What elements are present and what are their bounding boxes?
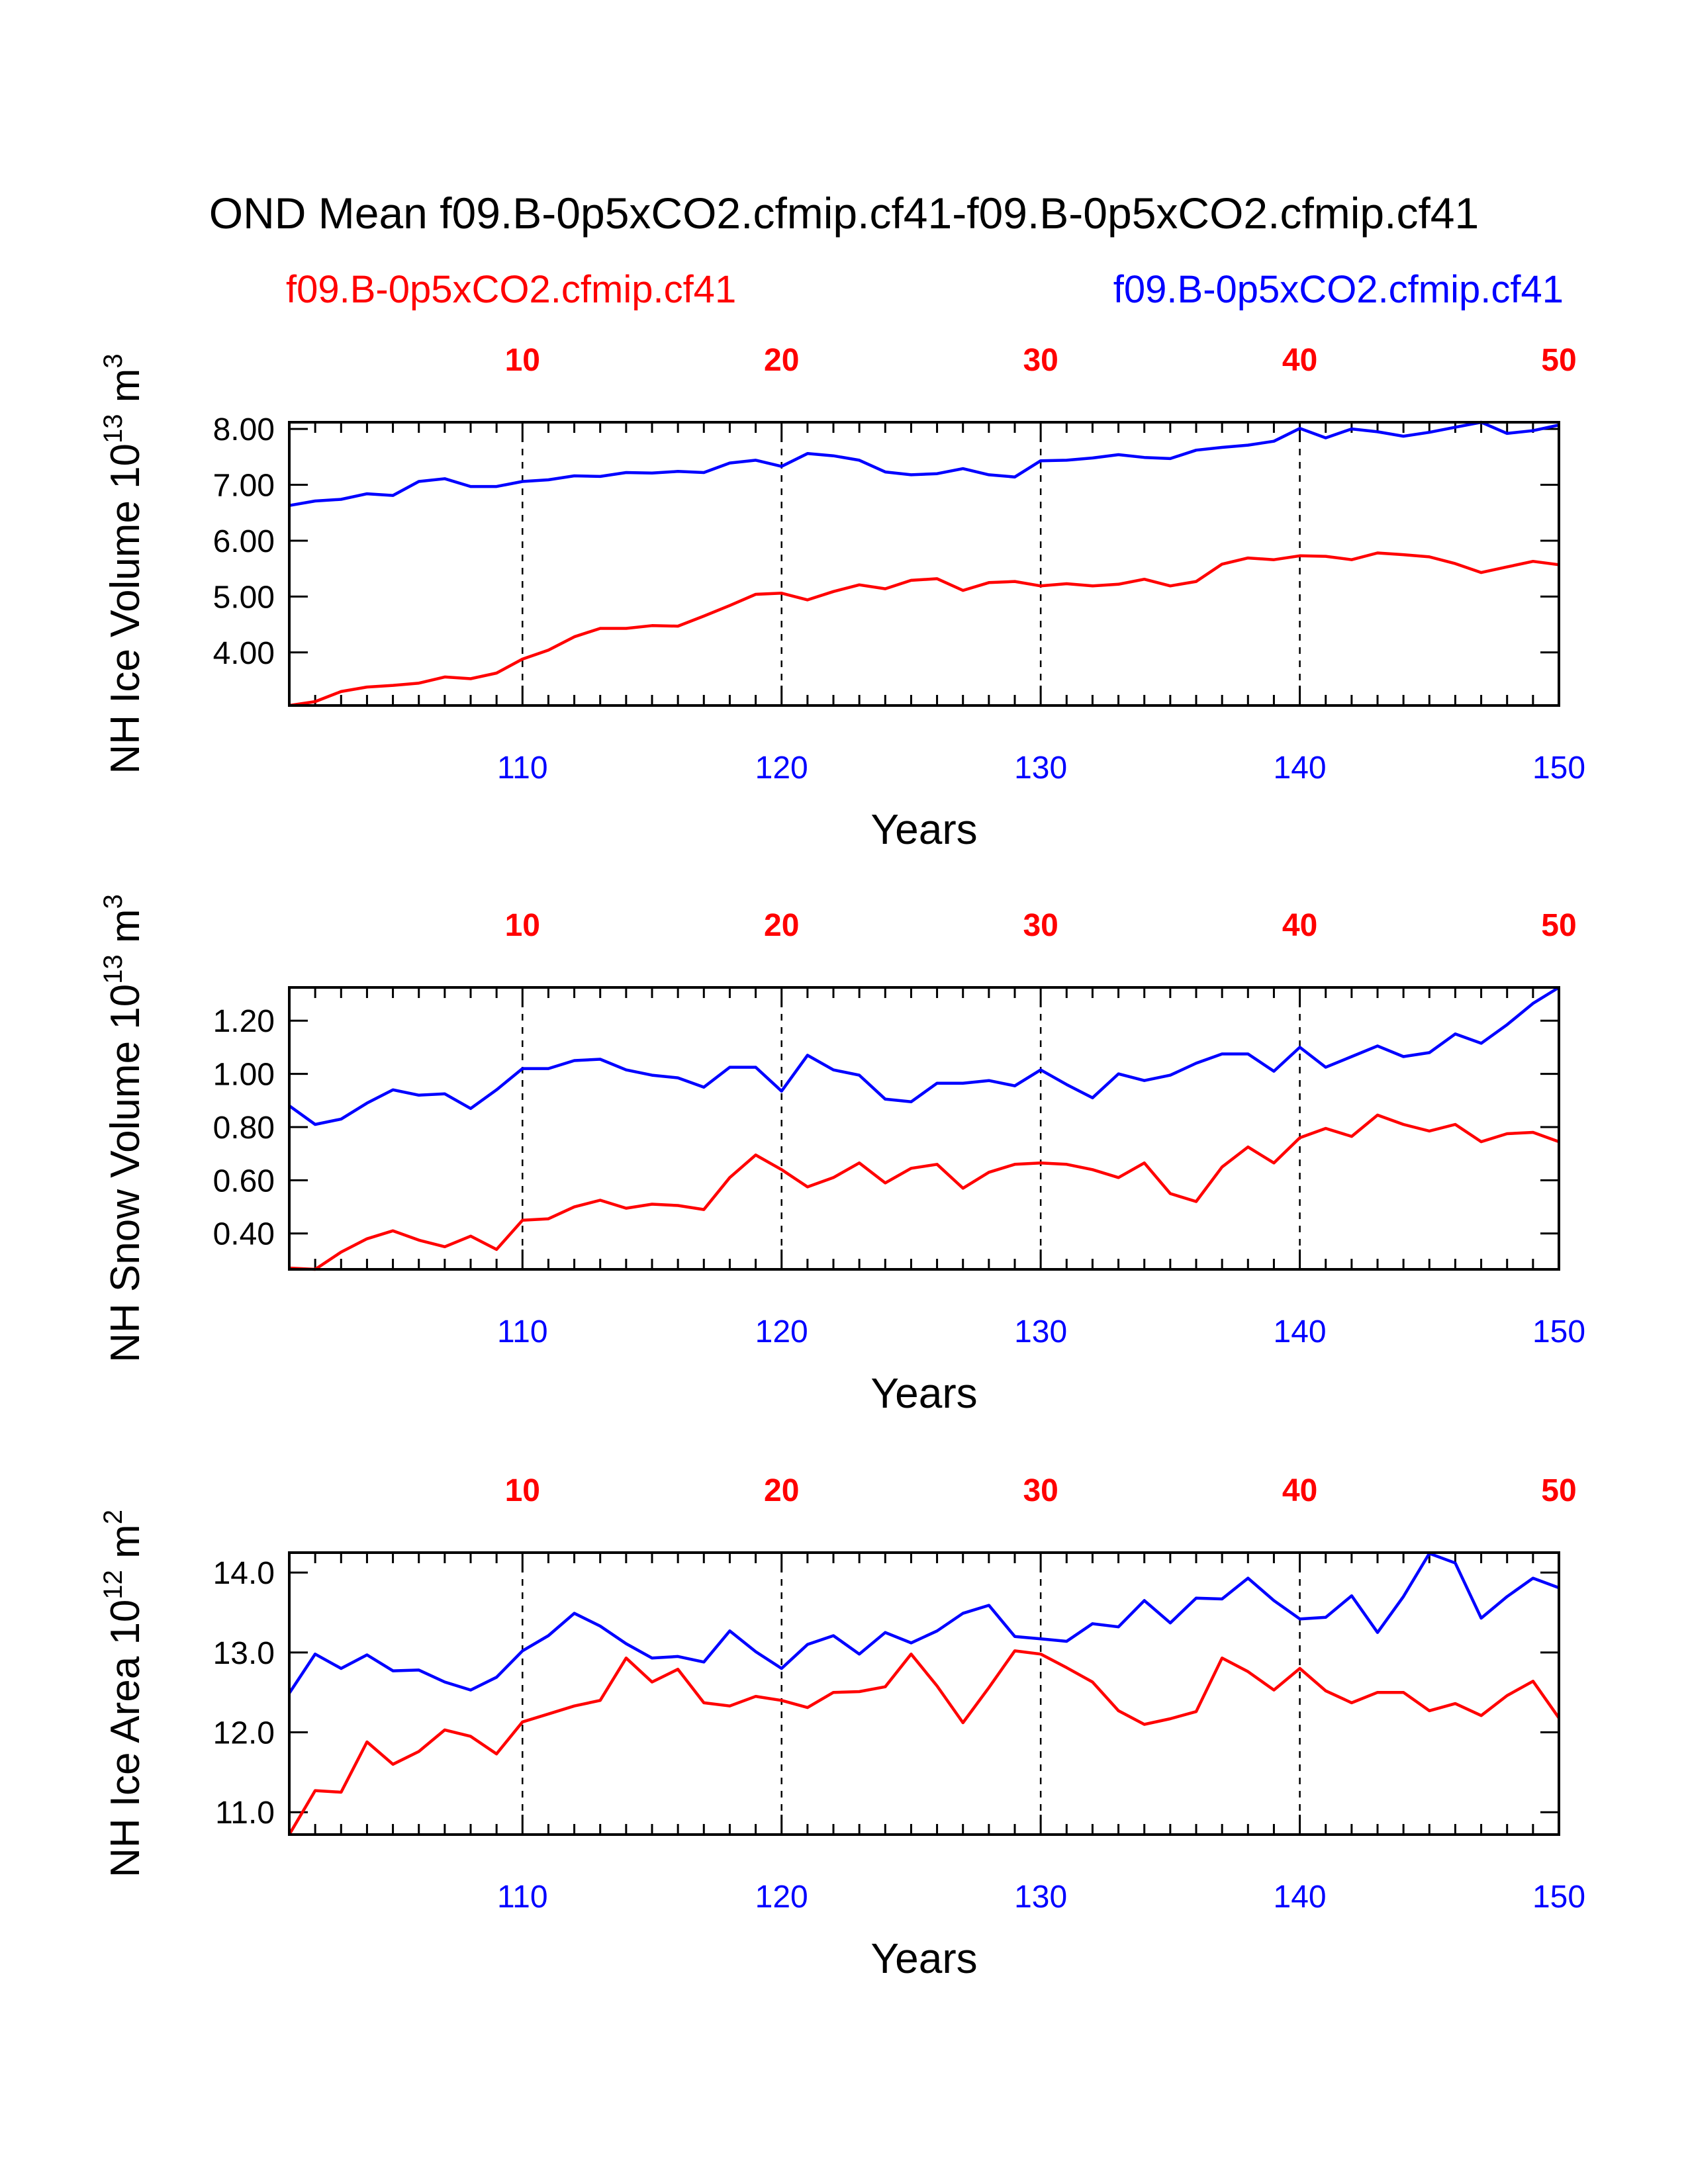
y-axis-label-text: NH Ice Area 10 — [103, 1600, 148, 1878]
y-axis-label: NH Ice Volume 1013 m3 — [99, 353, 148, 774]
plot-frame — [288, 421, 1560, 707]
top-tick-label: 10 — [505, 908, 540, 943]
y-axis-label-unit-exponent: 2 — [99, 1510, 128, 1524]
bottom-tick-label: 110 — [497, 1880, 548, 1915]
bottom-tick-label: 120 — [755, 1314, 808, 1349]
y-tick-label: 4.00 — [213, 636, 275, 671]
top-tick-label: 30 — [1023, 908, 1058, 943]
case-label-right: f09.B-0p5xCO2.cfmip.cf41 — [1113, 268, 1564, 311]
y-tick-label: 12.0 — [213, 1716, 275, 1751]
bottom-tick-label: 120 — [755, 1880, 808, 1915]
y-tick-label: 11.0 — [215, 1796, 275, 1831]
series-line-red — [288, 1649, 1560, 1836]
bottom-tick-label: 110 — [497, 1314, 548, 1349]
y-tick-label: 5.00 — [213, 580, 275, 615]
plot-frame — [288, 986, 1560, 1271]
series-line-blue — [288, 986, 1560, 1126]
y-axis-label-unit-exponent: 3 — [99, 353, 128, 368]
bottom-tick-label: 130 — [1014, 1314, 1067, 1349]
y-axis-label-unit: m — [103, 1524, 148, 1570]
series-line-red — [289, 1113, 1560, 1271]
bottom-tick-label: 140 — [1274, 1314, 1327, 1349]
plot-frame — [288, 1551, 1560, 1836]
top-tick-label: 40 — [1282, 908, 1317, 943]
y-tick-label: 1.00 — [213, 1058, 275, 1093]
x-axis-label: Years — [870, 805, 977, 853]
x-axis-label: Years — [870, 1369, 977, 1417]
y-axis-label-text: NH Snow Volume 10 — [103, 984, 148, 1363]
y-tick-label: 13.0 — [213, 1636, 275, 1671]
y-tick-label: 0.60 — [213, 1163, 275, 1199]
top-tick-label: 50 — [1541, 908, 1576, 943]
bottom-tick-label: 150 — [1532, 1880, 1585, 1915]
y-axis-label-unit-exponent: 3 — [99, 894, 128, 909]
series-line-blue — [288, 1551, 1560, 1694]
bottom-tick-label: 140 — [1274, 1880, 1327, 1915]
top-tick-label: 20 — [764, 908, 799, 943]
bottom-tick-label: 130 — [1014, 1880, 1067, 1915]
case-label-left: f09.B-0p5xCO2.cfmip.cf41 — [286, 268, 736, 311]
y-tick-label: 1.20 — [213, 1004, 275, 1039]
chart-title: OND Mean f09.B-0p5xCO2.cfmip.cf41-f09.B-… — [209, 189, 1479, 238]
y-tick-label: 14.0 — [213, 1556, 275, 1591]
top-tick-label: 10 — [505, 343, 540, 378]
y-axis-label: NH Ice Area 1012 m2 — [99, 1510, 148, 1878]
bottom-tick-label: 150 — [1532, 751, 1585, 786]
top-tick-label: 50 — [1541, 1473, 1576, 1508]
y-tick-label: 0.40 — [213, 1217, 275, 1252]
chart-panel-3: 11.0 12.0 13.0 14.0 10 20 30 40 50 110 120 130 140 15… — [99, 1473, 1585, 1982]
y-tick-label: 8.00 — [213, 412, 275, 447]
top-tick-label: 50 — [1541, 343, 1576, 378]
bottom-tick-label: 110 — [497, 751, 548, 786]
top-tick-label: 20 — [764, 343, 799, 378]
y-axis-label-exponent: 13 — [99, 414, 128, 443]
x-axis-label: Years — [870, 1934, 977, 1982]
top-tick-label: 40 — [1282, 343, 1317, 378]
y-axis-label-text: NH Ice Volume 10 — [103, 443, 148, 774]
top-tick-label: 30 — [1023, 343, 1058, 378]
series-line-blue — [289, 420, 1560, 508]
y-axis-label-exponent: 13 — [99, 954, 128, 984]
chart-panel-1: 4.00 5.00 6.00 7.00 8.00 10 20 30 40 50 110 120 130 1… — [99, 343, 1585, 853]
y-axis-label: NH Snow Volume 1013 m3 — [99, 894, 148, 1363]
bottom-tick-label: 130 — [1014, 751, 1067, 786]
y-axis-label-exponent: 12 — [99, 1570, 128, 1600]
chart-panel-2: 0.40 0.60 0.80 1.00 1.20 10 20 30 40 50 110 120 130 1… — [99, 894, 1585, 1417]
top-tick-label: 10 — [505, 1473, 540, 1508]
top-tick-label: 40 — [1282, 1473, 1317, 1508]
y-tick-label: 6.00 — [213, 524, 275, 559]
y-tick-label: 0.80 — [213, 1111, 275, 1146]
bottom-tick-label: 140 — [1274, 751, 1327, 786]
top-tick-label: 30 — [1023, 1473, 1058, 1508]
top-tick-label: 20 — [764, 1473, 799, 1508]
series-line-red — [289, 551, 1560, 707]
bottom-tick-label: 120 — [755, 751, 808, 786]
y-axis-label-unit: m — [103, 369, 148, 414]
y-tick-label: 7.00 — [213, 469, 275, 504]
bottom-tick-label: 150 — [1532, 1314, 1585, 1349]
y-axis-label-unit: m — [103, 909, 148, 954]
